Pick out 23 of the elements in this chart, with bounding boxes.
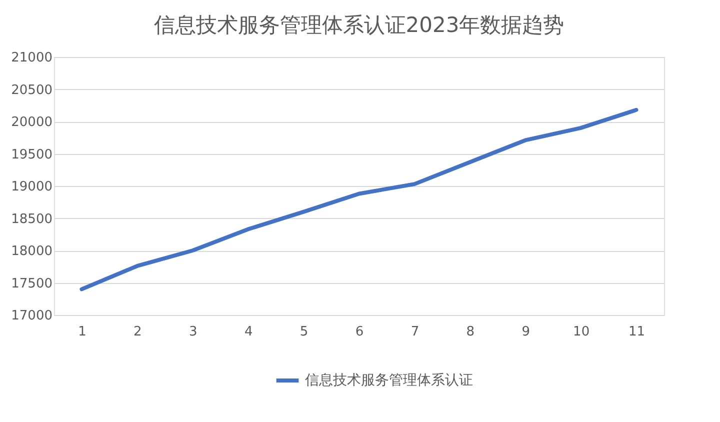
x-tick-label: 4 xyxy=(244,324,253,340)
x-tick-label: 1 xyxy=(78,324,86,340)
x-tick-label: 2 xyxy=(134,324,142,340)
x-tick-label: 9 xyxy=(522,324,530,340)
legend-label: 信息技术服务管理体系认证 xyxy=(305,372,473,388)
x-tick-label: 8 xyxy=(466,324,475,340)
y-tick-label: 19500 xyxy=(11,147,52,162)
x-tick-label: 3 xyxy=(188,324,198,340)
x-tick-label: 10 xyxy=(573,324,590,340)
chart-title: 信息技术服务管理体系认证2023年数据趋势 xyxy=(154,13,564,37)
y-tick-label: 21000 xyxy=(11,50,52,66)
x-tick-label: 6 xyxy=(355,324,364,340)
line-series xyxy=(80,108,638,292)
x-tick-label: 7 xyxy=(410,324,420,340)
y-tick-label: 18500 xyxy=(11,212,52,227)
y-tick-label: 17000 xyxy=(11,308,52,324)
y-tick-label: 20500 xyxy=(11,82,52,98)
y-tick-label: 19000 xyxy=(11,180,52,194)
y-tick-label: 17500 xyxy=(11,276,52,292)
y-tick-label: 18000 xyxy=(11,244,52,259)
x-tick-label: 5 xyxy=(300,324,308,340)
y-tick-label: 20000 xyxy=(11,115,52,130)
x-tick-label: 11 xyxy=(628,324,646,340)
